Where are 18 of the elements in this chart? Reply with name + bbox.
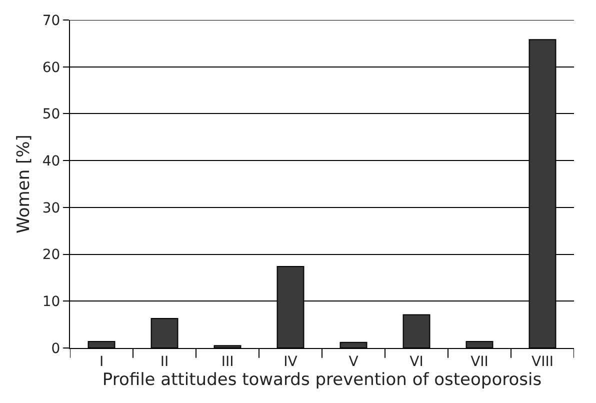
x-axis-title: Profile attitudes towards prevention of osteoporosis: [102, 370, 542, 390]
y-tick-label: 40: [42, 153, 60, 170]
x-tick-label: VI: [410, 354, 424, 370]
y-tick-label: 0: [51, 340, 60, 357]
y-tick-label: 30: [42, 200, 60, 216]
y-tick-label: 10: [42, 294, 60, 310]
y-tick-label: 20: [42, 247, 60, 264]
y-tick-label: 70: [42, 12, 60, 29]
x-tick-label: IV: [284, 354, 298, 370]
x-tick-label: VII: [470, 354, 488, 370]
x-tick-label: III: [221, 354, 234, 370]
y-axis-title: Women [%]: [14, 134, 34, 234]
x-tick-label: VIII: [532, 354, 554, 370]
x-tick-label: V: [348, 354, 359, 370]
y-tick-label: 50: [42, 106, 60, 123]
x-tick-label: II: [160, 354, 169, 370]
y-tick-label: 60: [42, 60, 60, 76]
x-tick-label: I: [99, 354, 104, 370]
